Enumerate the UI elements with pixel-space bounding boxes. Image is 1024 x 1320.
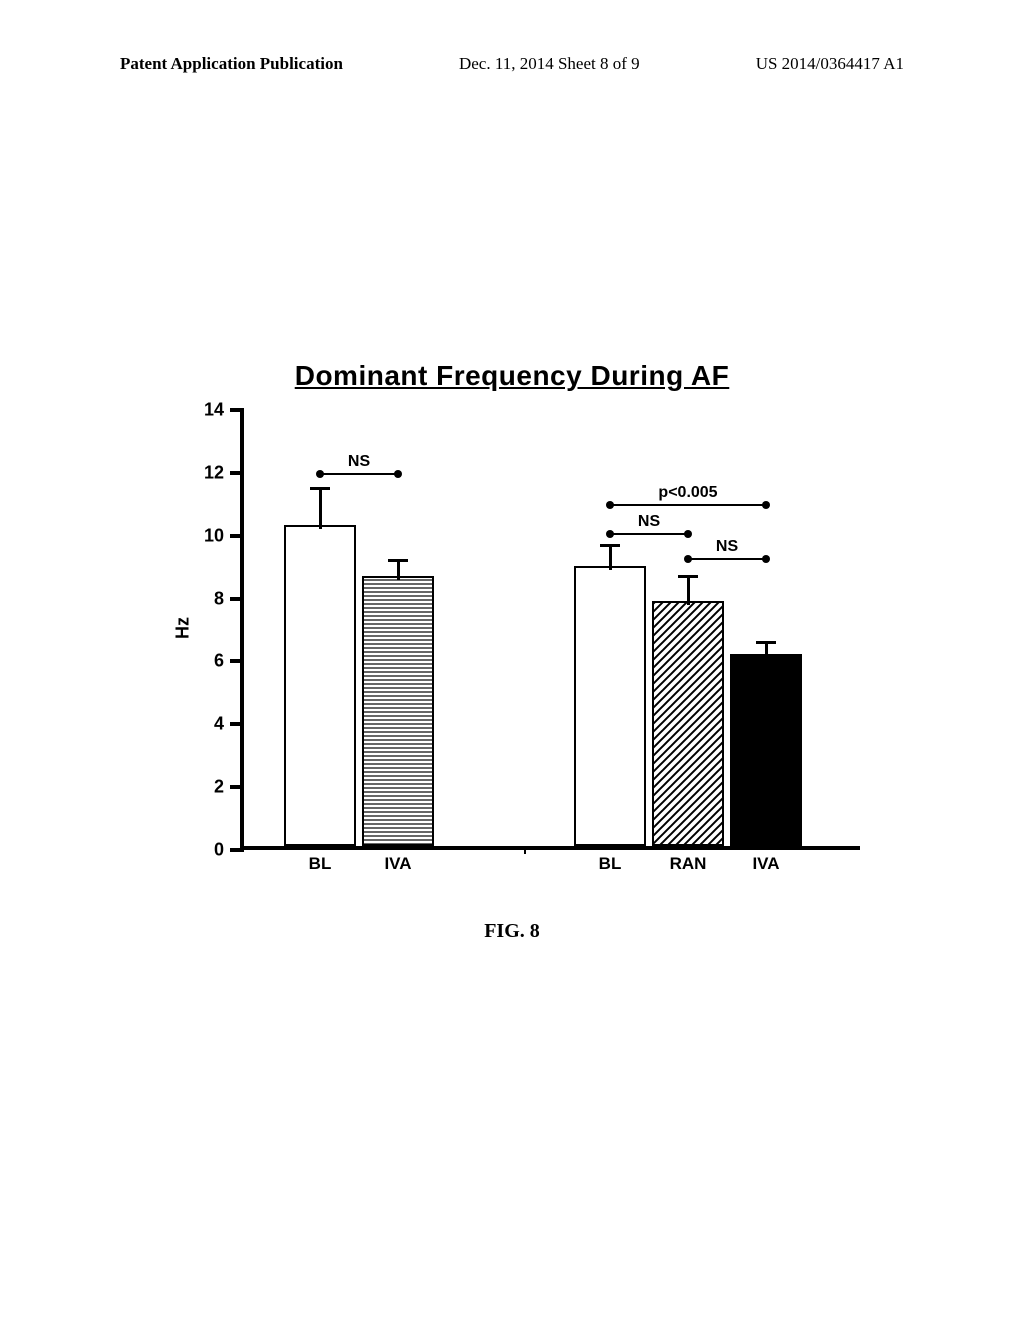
y-tick — [230, 659, 244, 663]
y-tick-label: 0 — [214, 840, 224, 861]
page-header: Patent Application Publication Dec. 11, … — [0, 54, 1024, 74]
group-divider-tick — [524, 846, 526, 854]
significance-line — [688, 558, 766, 560]
significance-line — [320, 473, 398, 475]
bar-bl — [284, 525, 356, 846]
y-tick-label: 12 — [204, 462, 224, 483]
y-tick — [230, 785, 244, 789]
error-cap — [310, 487, 330, 490]
error-bar — [397, 561, 400, 580]
x-label-bl: BL — [599, 854, 622, 874]
error-cap — [678, 575, 698, 578]
error-bar — [687, 577, 690, 605]
y-tick — [230, 408, 244, 412]
y-tick-label: 8 — [214, 588, 224, 609]
significance-endpoint — [762, 501, 770, 509]
y-axis-label: Hz — [173, 617, 194, 639]
header-right: US 2014/0364417 A1 — [756, 54, 904, 74]
error-bar — [765, 643, 768, 659]
significance-endpoint — [762, 555, 770, 563]
figure-caption: FIG. 8 — [0, 920, 1024, 943]
y-tick-label: 6 — [214, 651, 224, 672]
y-tick — [230, 722, 244, 726]
significance-endpoint — [394, 470, 402, 478]
significance-endpoint — [684, 555, 692, 563]
significance-label: NS — [348, 453, 370, 471]
bar-bl — [574, 566, 646, 846]
y-tick-label: 14 — [204, 400, 224, 421]
bar-iva — [730, 654, 802, 846]
y-tick — [230, 597, 244, 601]
bar-ran — [652, 601, 724, 846]
significance-endpoint — [606, 530, 614, 538]
y-tick — [230, 848, 244, 852]
chart-container: Dominant Frequency During AF Hz 0 2 4 6 8 10 1… — [150, 360, 874, 900]
header-left: Patent Application Publication — [120, 54, 343, 74]
error-cap — [756, 641, 776, 644]
bar-iva — [362, 576, 434, 846]
plot-area: Hz 02468101214BLIVANSBLRANIVAp<0.005NSNS — [240, 410, 860, 850]
error-bar — [609, 545, 612, 570]
significance-line — [610, 504, 766, 506]
y-tick-label: 2 — [214, 777, 224, 798]
significance-endpoint — [316, 470, 324, 478]
error-bar — [319, 489, 322, 530]
significance-endpoint — [684, 530, 692, 538]
y-tick — [230, 471, 244, 475]
y-tick-label: 4 — [214, 714, 224, 735]
significance-label: NS — [638, 513, 660, 531]
significance-line — [610, 533, 688, 535]
error-cap — [388, 559, 408, 562]
header-center: Dec. 11, 2014 Sheet 8 of 9 — [459, 54, 640, 74]
bar-chart: Hz 0 2 4 6 8 10 12 14 BL IVA NS BL RAN IVA p<0.005 NS NS — [150, 400, 874, 900]
significance-label: NS — [716, 538, 738, 556]
x-label-iva: IVA — [384, 854, 411, 874]
y-tick — [230, 534, 244, 538]
chart-title: Dominant Frequency During AF — [150, 360, 874, 392]
x-label-bl: BL — [309, 854, 332, 874]
x-label-ran: RAN — [670, 854, 707, 874]
y-tick-label: 10 — [204, 525, 224, 546]
error-cap — [600, 544, 620, 547]
x-label-iva: IVA — [752, 854, 779, 874]
significance-label: p<0.005 — [658, 484, 717, 502]
significance-endpoint — [606, 501, 614, 509]
